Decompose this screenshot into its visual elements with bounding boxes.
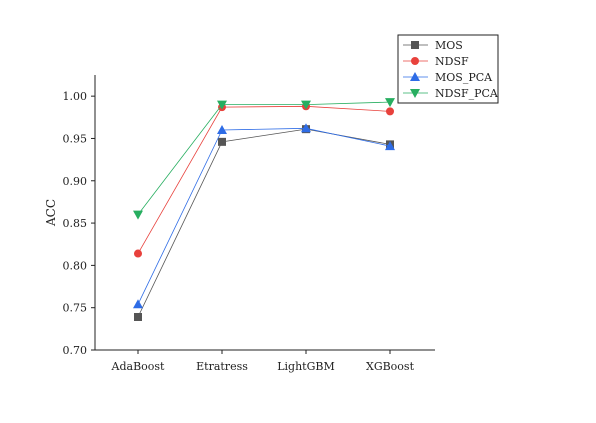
legend-label: MOS_PCA [435, 71, 493, 84]
y-tick-label: 1.00 [63, 90, 88, 103]
data-point [217, 100, 227, 110]
y-axis-title: ACC [44, 199, 58, 227]
series-line [137, 101, 391, 215]
x-tick-label: LightGBM [277, 360, 335, 373]
series-mos-pca [133, 123, 395, 309]
legend-label: NDSF_PCA [435, 87, 499, 100]
series-mos [134, 125, 394, 321]
series-ndsf [134, 102, 394, 258]
series-ndsf-pca [133, 98, 395, 220]
data-point [133, 210, 143, 220]
y-tick-label: 0.80 [63, 259, 88, 272]
legend-marker [411, 41, 419, 49]
data-point [218, 137, 226, 146]
series-line [137, 128, 391, 318]
y-tick-label: 0.70 [63, 344, 88, 357]
x-tick-label: Etratress [196, 360, 248, 373]
x-tick-label: AdaBoost [111, 360, 166, 373]
y-tick-label: 0.85 [63, 217, 88, 230]
series-line [137, 127, 391, 305]
legend-label: NDSF [435, 55, 469, 68]
data-point [301, 100, 311, 110]
series-line [137, 105, 391, 254]
x-tick-label: XGBoost [366, 360, 415, 373]
data-point [133, 299, 143, 309]
series-layer [133, 98, 395, 321]
legend-marker [411, 57, 419, 65]
data-point [217, 125, 227, 134]
y-tick-label: 0.95 [63, 132, 88, 145]
y-tick-label: 0.90 [63, 175, 88, 188]
data-point [385, 141, 395, 151]
y-tick-label: 0.75 [63, 302, 88, 315]
axes: 0.70 0.75 0.80 0.85 0.90 0.95 1.00 AdaBoost Etra… [63, 75, 435, 373]
legend-marker [410, 89, 420, 98]
legend-label: MOS [435, 39, 463, 52]
data-point [134, 249, 142, 258]
data-point [385, 98, 395, 108]
legend: MOS NDSF MOS_PCA NDSF_PCA [397, 34, 499, 104]
data-point [386, 107, 394, 116]
legend-marker [410, 72, 420, 81]
data-point [301, 123, 311, 133]
data-point [134, 313, 142, 321]
